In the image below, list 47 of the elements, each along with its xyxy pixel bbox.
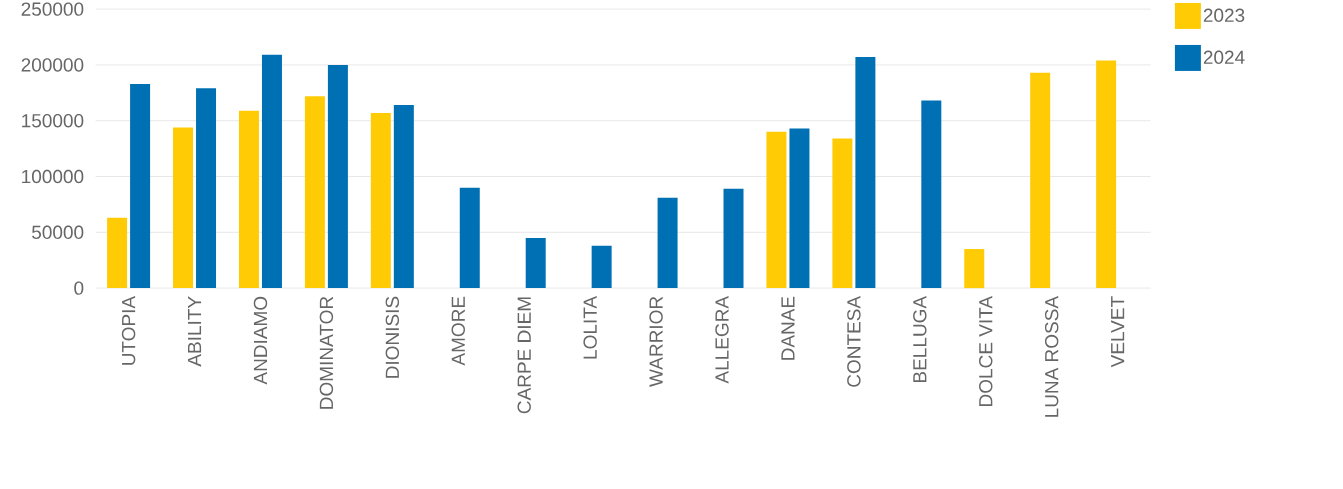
y-tick-label: 250000	[21, 2, 84, 16]
x-tick-label: LUNA ROSSA	[1044, 295, 1059, 417]
bar	[1096, 60, 1117, 289]
x-tick-label: DIONISIS	[385, 296, 400, 378]
y-tick-label: 150000	[22, 113, 84, 128]
bar	[591, 245, 612, 289]
bar	[525, 237, 546, 289]
bar	[921, 100, 942, 289]
y-tick-label: 0	[74, 281, 84, 295]
y-tick-label: 50000	[32, 225, 84, 240]
bar	[130, 83, 151, 289]
bar	[855, 57, 876, 289]
x-tick-label: ANDIAMO	[253, 296, 268, 385]
x-tick-label: DOLCE VITA	[979, 295, 993, 406]
y-tick-label: 200000	[21, 58, 84, 72]
x-tick-label: CONTESA	[847, 295, 861, 387]
x-tick-label: AMORE	[451, 296, 465, 366]
bar	[964, 249, 985, 289]
bar	[766, 131, 787, 289]
x-tick-label: DOMINATOR	[319, 296, 334, 409]
bar	[657, 197, 678, 289]
bar	[238, 110, 259, 289]
x-tick-label: ABILITY	[188, 296, 202, 367]
x-tick-label: DANAE	[781, 296, 795, 360]
bar	[789, 128, 810, 289]
x-tick-label: VELVET	[1111, 296, 1125, 368]
bar	[832, 138, 853, 289]
bar	[459, 187, 480, 289]
bar	[261, 54, 282, 289]
bar	[107, 217, 128, 289]
x-tick-label: WARRIOR	[649, 296, 663, 387]
bar	[327, 64, 348, 289]
x-tick-label: UTOPIA	[121, 295, 136, 365]
bar	[196, 88, 217, 289]
x-tick-label: BELLUGA	[913, 295, 927, 383]
legend-label: 2023	[1203, 8, 1245, 23]
bar	[370, 112, 391, 289]
bar	[393, 105, 414, 289]
bar	[304, 96, 325, 289]
bar	[1030, 72, 1051, 289]
bar	[723, 188, 744, 289]
x-tick-label: CARPE DIEM	[517, 297, 531, 414]
legend-label: 2024	[1203, 50, 1245, 65]
x-tick-label: LOLITA	[583, 295, 597, 359]
y-tick-label: 100000	[22, 169, 84, 184]
x-tick-label: ALLEGRA	[715, 295, 729, 384]
bar	[173, 127, 194, 289]
